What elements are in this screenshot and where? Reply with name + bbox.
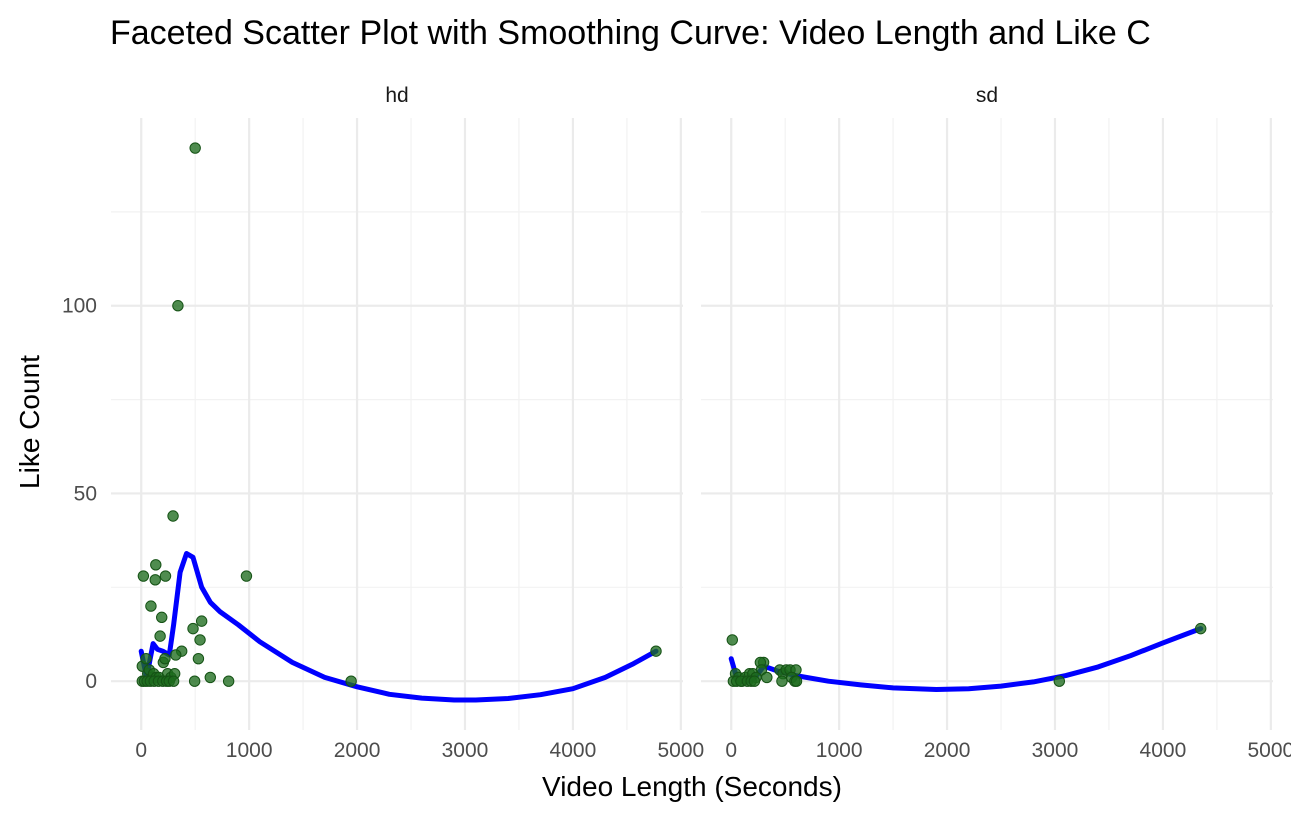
data-point [240, 570, 253, 582]
facet-sd: sd 0 1000 2000 3000 4000 5000 [701, 84, 1291, 762]
data-point [140, 652, 152, 665]
facet-hd-points [136, 142, 662, 687]
facet-hd-grid [111, 118, 683, 730]
facet-label-hd: hd [385, 84, 408, 107]
data-point [170, 649, 182, 661]
data-point [154, 630, 166, 642]
x-tick-label: 4000 [1140, 739, 1187, 762]
data-point [192, 652, 205, 665]
facet-hd-x-ticks: 0 1000 2000 3000 4000 5000 [135, 739, 704, 762]
facet-hd: hd 0 1000 2000 3000 4000 5000 [111, 84, 704, 762]
x-tick-label: 0 [725, 739, 737, 762]
facet-sd-x-ticks: 0 1000 2000 3000 4000 5000 [725, 739, 1291, 762]
data-point [167, 510, 179, 522]
data-point [159, 570, 172, 582]
data-point [156, 611, 168, 624]
x-tick-label: 3000 [1032, 739, 1079, 762]
data-point [776, 675, 788, 687]
data-point [188, 675, 201, 687]
data-point [172, 300, 184, 312]
x-tick-label: 0 [135, 739, 147, 762]
y-axis-ticks: 0 50 100 [62, 295, 97, 693]
data-point [149, 574, 161, 586]
data-point [345, 675, 357, 687]
x-tick-label: 1000 [226, 739, 273, 762]
x-tick-label: 5000 [1247, 739, 1291, 762]
data-point [145, 600, 157, 612]
data-point [650, 645, 662, 657]
y-tick-label: 0 [85, 670, 97, 693]
data-point [761, 671, 773, 684]
y-tick-label: 50 [74, 482, 97, 505]
data-point [726, 634, 738, 646]
facet-sd-grid [701, 118, 1273, 730]
data-point [137, 570, 150, 582]
y-tick-label: 100 [62, 295, 97, 318]
x-tick-label: 4000 [550, 739, 597, 762]
data-point [195, 615, 208, 627]
data-point [189, 142, 201, 154]
facet-label-sd: sd [976, 84, 998, 107]
x-tick-label: 1000 [816, 739, 863, 762]
facet-sd-points [726, 622, 1207, 687]
data-point [222, 675, 235, 687]
chart-title: Faceted Scatter Plot with Smoothing Curv… [110, 14, 1151, 52]
x-tick-label: 2000 [334, 739, 381, 762]
x-tick-label: 2000 [924, 739, 971, 762]
data-point [159, 652, 171, 665]
y-axis-title: Like Count [14, 355, 45, 489]
data-point [1053, 675, 1066, 687]
data-point [748, 675, 761, 687]
data-point [187, 622, 199, 635]
x-tick-label: 5000 [657, 739, 704, 762]
facet-hd-smoothing-curve [138, 551, 659, 703]
data-point [204, 671, 216, 684]
x-tick-label: 3000 [442, 739, 489, 762]
data-point [150, 559, 162, 571]
data-point [1194, 622, 1207, 635]
x-axis-title: Video Length (Seconds) [542, 771, 842, 802]
data-point [790, 675, 803, 687]
data-point [167, 675, 180, 687]
data-point [194, 634, 206, 646]
